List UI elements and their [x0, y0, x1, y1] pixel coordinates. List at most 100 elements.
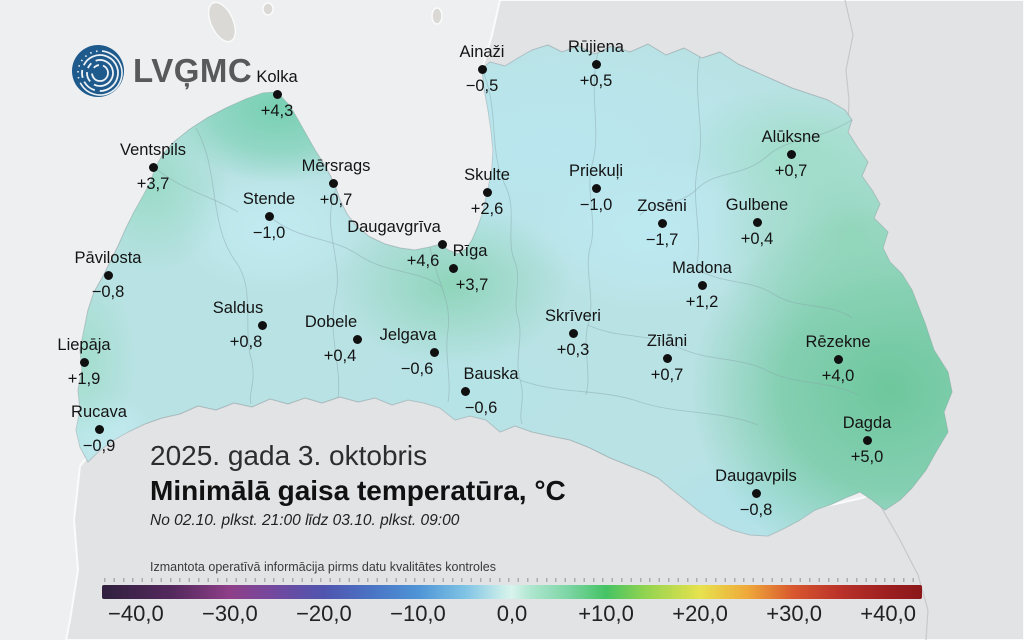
- station-value: −0,6: [400, 360, 434, 378]
- station-value: +0,8: [229, 333, 263, 351]
- station-value: +3,7: [136, 175, 170, 193]
- station-value: +0,5: [579, 72, 613, 90]
- colorbar-minor-ticks: [104, 578, 920, 582]
- colorbar-tick-label: −40,0: [108, 601, 164, 626]
- station-value: −1,0: [579, 196, 613, 214]
- station-name: Liepāja: [57, 336, 111, 354]
- station-value: +3,7: [455, 276, 489, 294]
- station-dot: [437, 239, 447, 249]
- colorbar-tick-label: −20,0: [296, 601, 352, 626]
- station-value: −1,0: [252, 224, 286, 242]
- station-value: +1,9: [67, 370, 101, 388]
- station-dot: [79, 357, 89, 367]
- station-name: Bauska: [463, 365, 519, 383]
- station-name: Kolka: [256, 68, 298, 86]
- station-dot: [786, 149, 796, 159]
- station-value: −0,9: [82, 437, 116, 455]
- station-name: Skrīveri: [545, 307, 601, 325]
- station-dot: [751, 488, 761, 498]
- station-name: Ainaži: [459, 43, 505, 61]
- colorbar-tick-label: +40,0: [860, 601, 916, 626]
- colorbar-tick-label: −30,0: [202, 601, 258, 626]
- station-value: +4,0: [821, 367, 855, 385]
- colorbar-gradient: [102, 585, 922, 599]
- station-dot: [429, 347, 439, 357]
- station-name: Zīlāni: [646, 332, 688, 350]
- lithuania-belarus-border: [879, 504, 929, 640]
- station-value: +0,7: [650, 366, 684, 384]
- station-value: +2,6: [470, 200, 504, 218]
- station-dot: [482, 187, 492, 197]
- map-main-title: Minimālā gaisa temperatūra, °C: [150, 475, 566, 506]
- station-value: +0,4: [740, 230, 774, 248]
- station-name: Ventspils: [119, 141, 187, 159]
- station-dot: [591, 183, 601, 193]
- station-name: Zosēni: [637, 197, 687, 215]
- station-value: +1,2: [685, 293, 719, 311]
- station-name: Rīga: [452, 242, 488, 260]
- lvgmc-logo-icon: [72, 45, 124, 97]
- station-dot: [568, 328, 578, 338]
- station-dot: [591, 59, 601, 69]
- station-name: Saldus: [212, 299, 264, 317]
- lvgmc-logo: LVĢMC: [72, 45, 252, 97]
- station-dot: [460, 386, 470, 396]
- map-period-line: No 02.10. plkst. 21:00 līdz 03.10. plkst…: [150, 512, 460, 529]
- station-name: Madona: [672, 259, 732, 277]
- station-value: +4,3: [260, 102, 294, 120]
- station-dot: [272, 89, 282, 99]
- station-dot: [697, 280, 707, 290]
- station-value: +0,7: [774, 162, 808, 180]
- station-dot: [833, 354, 843, 364]
- station-dot: [328, 178, 338, 188]
- station-dot: [257, 320, 267, 330]
- station-dot: [264, 211, 274, 221]
- station-dot: [862, 435, 872, 445]
- station-dot: [662, 353, 672, 363]
- station-name: Skulte: [464, 166, 510, 184]
- station-name: Daugavpils: [715, 467, 797, 485]
- station-name: Rēzekne: [805, 333, 871, 351]
- station-value: +0,3: [556, 341, 590, 359]
- island-icon: [207, 1, 237, 43]
- station-dot: [352, 334, 362, 344]
- station-dot: [477, 64, 487, 74]
- station-name: Priekuļi: [568, 162, 624, 180]
- station-name: Gulbene: [725, 196, 789, 214]
- station-value: +0,4: [323, 347, 357, 365]
- station-name: Pāvilosta: [74, 249, 142, 267]
- station-value: −1,7: [645, 231, 679, 249]
- station-name: Dagda: [842, 414, 892, 432]
- island-icon: [431, 7, 443, 25]
- colorbar-tick-label: +10,0: [578, 601, 634, 626]
- station-value: −0,8: [739, 501, 773, 519]
- station-dot: [148, 162, 158, 172]
- station-dot: [752, 217, 762, 227]
- station-dot: [657, 218, 667, 228]
- station-dot: [103, 270, 113, 280]
- station-name: Jelgava: [379, 326, 437, 344]
- station-name: Stende: [242, 190, 296, 208]
- station-name: Rūjiena: [568, 38, 624, 56]
- lvgmc-logo-text: LVĢMC: [133, 52, 253, 89]
- station-value: +4,6: [406, 252, 440, 270]
- station-value: −0,8: [91, 283, 125, 301]
- map-date-title: 2025. gada 3. oktobris: [150, 440, 428, 471]
- station-name: Mērsrags: [301, 157, 371, 175]
- colorbar-tick-label: −10,0: [390, 601, 446, 626]
- station-name: Rucava: [71, 403, 127, 421]
- station-dot: [94, 424, 104, 434]
- colorbar-tick-label: 0,0: [496, 601, 528, 626]
- map-note: Izmantota operatīvā informācija pirms da…: [150, 560, 496, 574]
- station-value: −0,5: [465, 77, 499, 95]
- district-borders: [154, 51, 859, 426]
- station-value: +5,0: [850, 448, 884, 466]
- colorbar-tick-label: +30,0: [766, 601, 822, 626]
- island-icon: [262, 2, 274, 16]
- station-dot: [448, 263, 458, 273]
- station-value: −0,6: [464, 399, 498, 417]
- colorbar-tick-label: +20,0: [672, 601, 728, 626]
- station-value: +0,7: [319, 191, 353, 209]
